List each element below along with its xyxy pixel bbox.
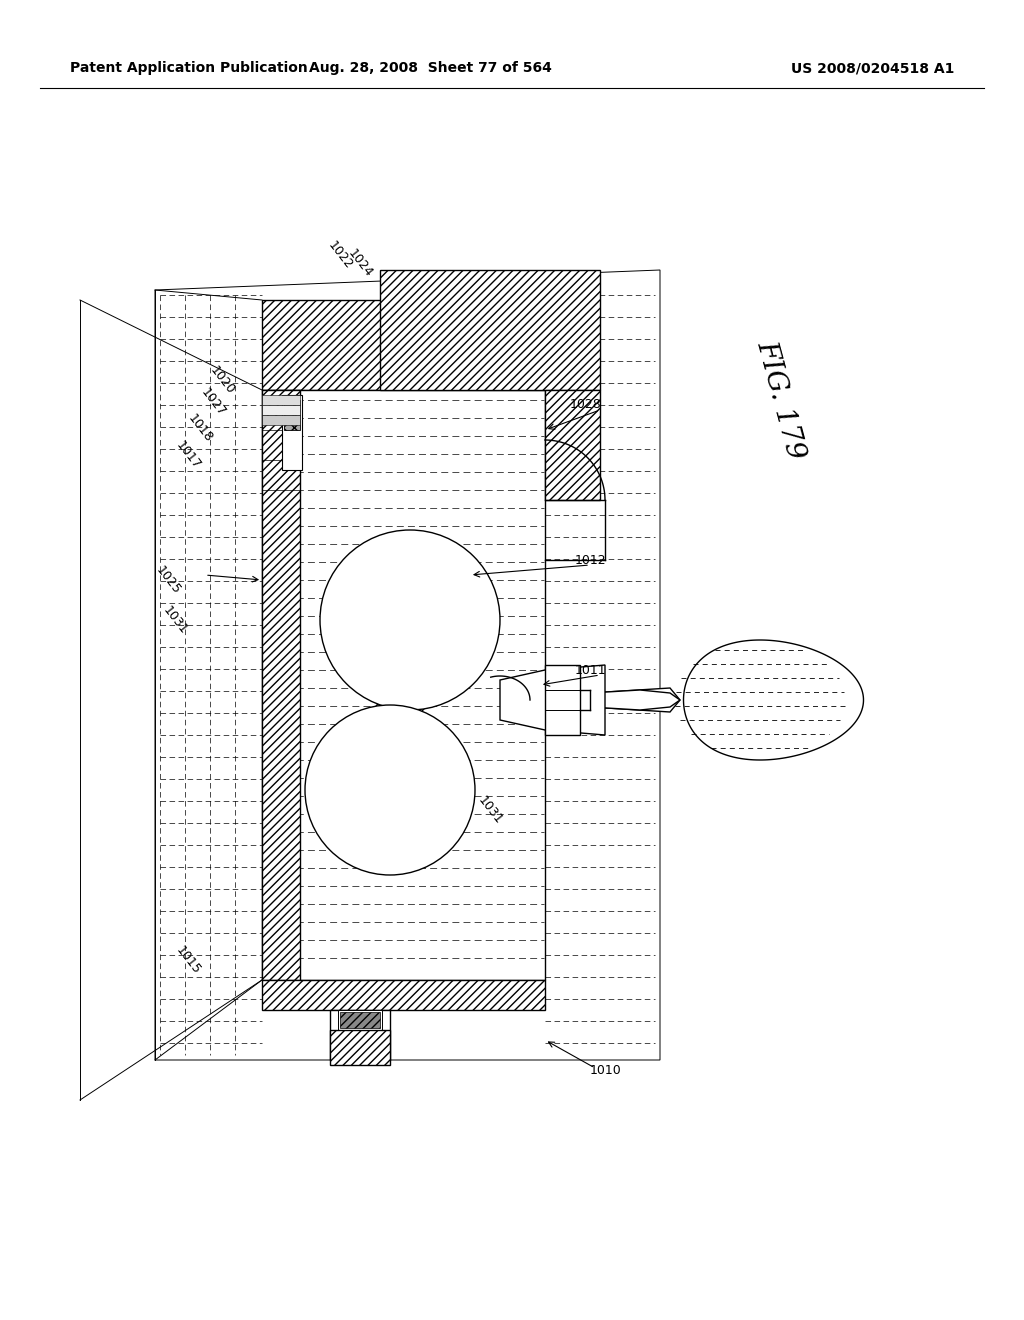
Text: 1025: 1025 <box>154 564 183 597</box>
Text: 1018: 1018 <box>185 412 215 445</box>
Polygon shape <box>545 665 580 735</box>
Text: 1031: 1031 <box>475 793 505 826</box>
Polygon shape <box>155 271 660 1060</box>
Text: 1017: 1017 <box>173 438 203 471</box>
Polygon shape <box>330 1030 390 1065</box>
Text: US 2008/0204518 A1: US 2008/0204518 A1 <box>791 61 954 75</box>
Polygon shape <box>330 1010 390 1060</box>
Polygon shape <box>500 665 605 735</box>
Polygon shape <box>590 688 680 711</box>
Text: FIG. 179: FIG. 179 <box>752 338 809 462</box>
Text: 1010: 1010 <box>590 1064 622 1077</box>
Polygon shape <box>365 696 435 719</box>
Polygon shape <box>282 395 302 470</box>
Text: Aug. 28, 2008  Sheet 77 of 564: Aug. 28, 2008 Sheet 77 of 564 <box>308 61 552 75</box>
Polygon shape <box>338 1010 382 1030</box>
Text: 1024: 1024 <box>345 247 375 280</box>
Text: 1012: 1012 <box>575 553 606 566</box>
Polygon shape <box>262 300 545 389</box>
Text: 1022: 1022 <box>326 239 355 272</box>
Circle shape <box>305 705 475 875</box>
Polygon shape <box>545 389 600 500</box>
Polygon shape <box>683 640 863 760</box>
Polygon shape <box>340 1012 380 1028</box>
Polygon shape <box>262 414 300 425</box>
Polygon shape <box>262 389 545 979</box>
Polygon shape <box>262 979 545 1010</box>
Polygon shape <box>590 690 680 710</box>
Circle shape <box>319 531 500 710</box>
Text: Patent Application Publication: Patent Application Publication <box>70 61 308 75</box>
Text: 1028: 1028 <box>570 399 602 412</box>
Text: 1015: 1015 <box>173 944 203 977</box>
Polygon shape <box>380 271 600 389</box>
Polygon shape <box>262 395 300 405</box>
Text: 1027: 1027 <box>198 385 228 418</box>
Polygon shape <box>262 389 300 979</box>
Text: 1031: 1031 <box>160 603 189 636</box>
Polygon shape <box>262 405 300 414</box>
Text: 1011: 1011 <box>575 664 606 676</box>
Polygon shape <box>284 400 300 430</box>
Text: 1020: 1020 <box>207 363 237 396</box>
